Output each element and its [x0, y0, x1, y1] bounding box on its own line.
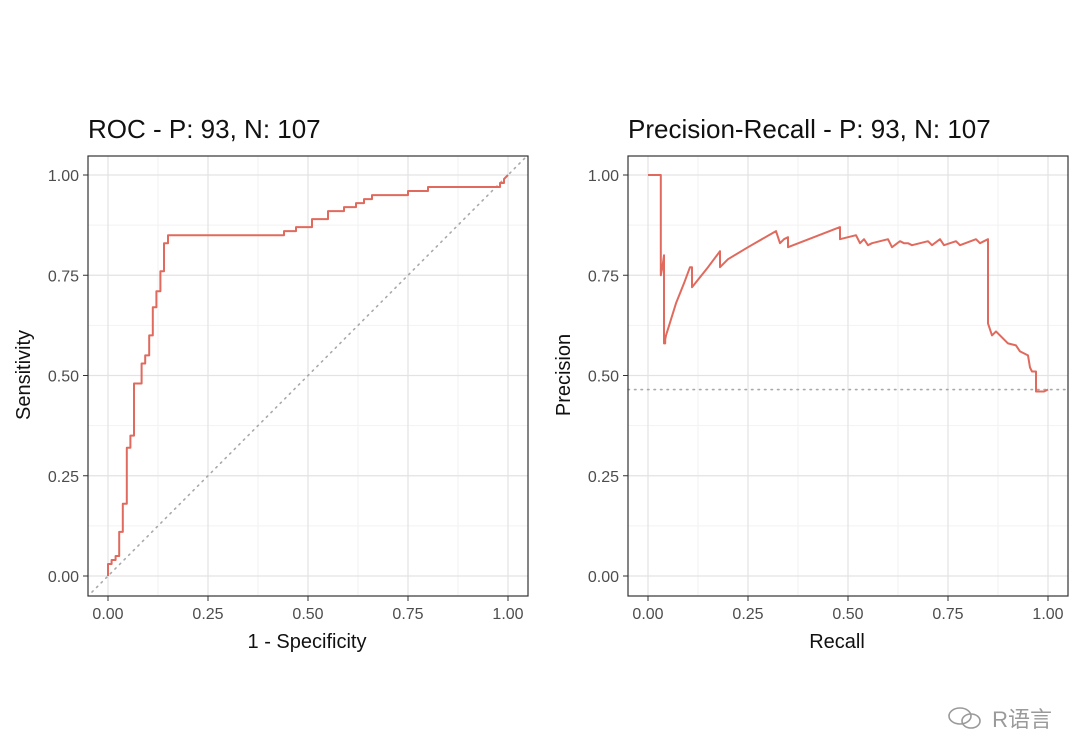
chart-panel-2: 0.00 0.25 0.50 0.75 1.00 0.00 0.25 0.50 0.75 1.00… [553, 114, 1069, 653]
x-tick-label: 1.00 [1032, 606, 1063, 623]
x-tick-label: 0.00 [92, 606, 123, 623]
y-tick-label: 0.75 [588, 268, 619, 285]
chart-title: Precision-Recall - P: 93, N: 107 [628, 114, 991, 144]
y-tick-label: 1.00 [588, 168, 619, 185]
series-line-1 [107, 174, 509, 576]
chart-panel-1: 0.00 0.25 0.50 0.75 1.00 0.00 0.25 0.50 0.75 1.00… [13, 114, 529, 653]
y-tick-label: 0.25 [48, 469, 79, 486]
y-tick-label: 0.00 [588, 569, 619, 586]
y-tick-label: 0.00 [48, 569, 79, 586]
x-tick-label: 1.00 [492, 606, 523, 623]
y-tick-label: 0.50 [48, 369, 79, 386]
y-tick-label: 1.00 [48, 168, 79, 185]
x-tick-label: 0.25 [732, 606, 763, 623]
y-axis-label: Sensitivity [13, 330, 35, 420]
watermark: R语言 [946, 702, 1052, 734]
reference-diagonal [91, 154, 529, 593]
chart-title: ROC - P: 93, N: 107 [88, 114, 321, 144]
x-tick-label: 0.75 [932, 606, 963, 623]
y-tick-label: 0.75 [48, 268, 79, 285]
x-tick-label: 0.00 [632, 606, 663, 623]
y-tick-label: 0.50 [588, 369, 619, 386]
x-axis-label: 1 - Specificity [248, 631, 367, 653]
panel-border [627, 155, 1069, 597]
y-tick-label: 0.25 [588, 469, 619, 486]
x-tick-label: 0.50 [832, 606, 863, 623]
x-tick-label: 0.50 [292, 606, 323, 623]
x-tick-label: 0.25 [192, 606, 223, 623]
watermark-text: R语言 [992, 707, 1052, 732]
panel-border [87, 155, 529, 597]
x-tick-label: 0.75 [392, 606, 423, 623]
y-axis-label: Precision [553, 334, 575, 416]
series-line-1 [648, 174, 1049, 393]
x-axis-label: Recall [809, 631, 865, 653]
wechat-icon [948, 707, 981, 729]
